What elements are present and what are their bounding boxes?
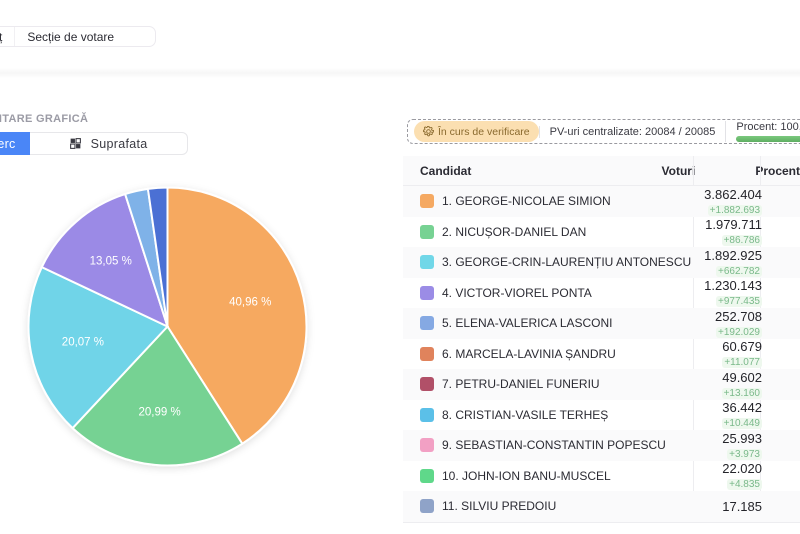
svg-text:20,99 %: 20,99 %	[138, 406, 180, 418]
svg-text:20,07 %: 20,07 %	[62, 337, 104, 349]
svg-text:13,05 %: 13,05 %	[90, 256, 132, 268]
svg-text:40,96 %: 40,96 %	[229, 296, 271, 308]
